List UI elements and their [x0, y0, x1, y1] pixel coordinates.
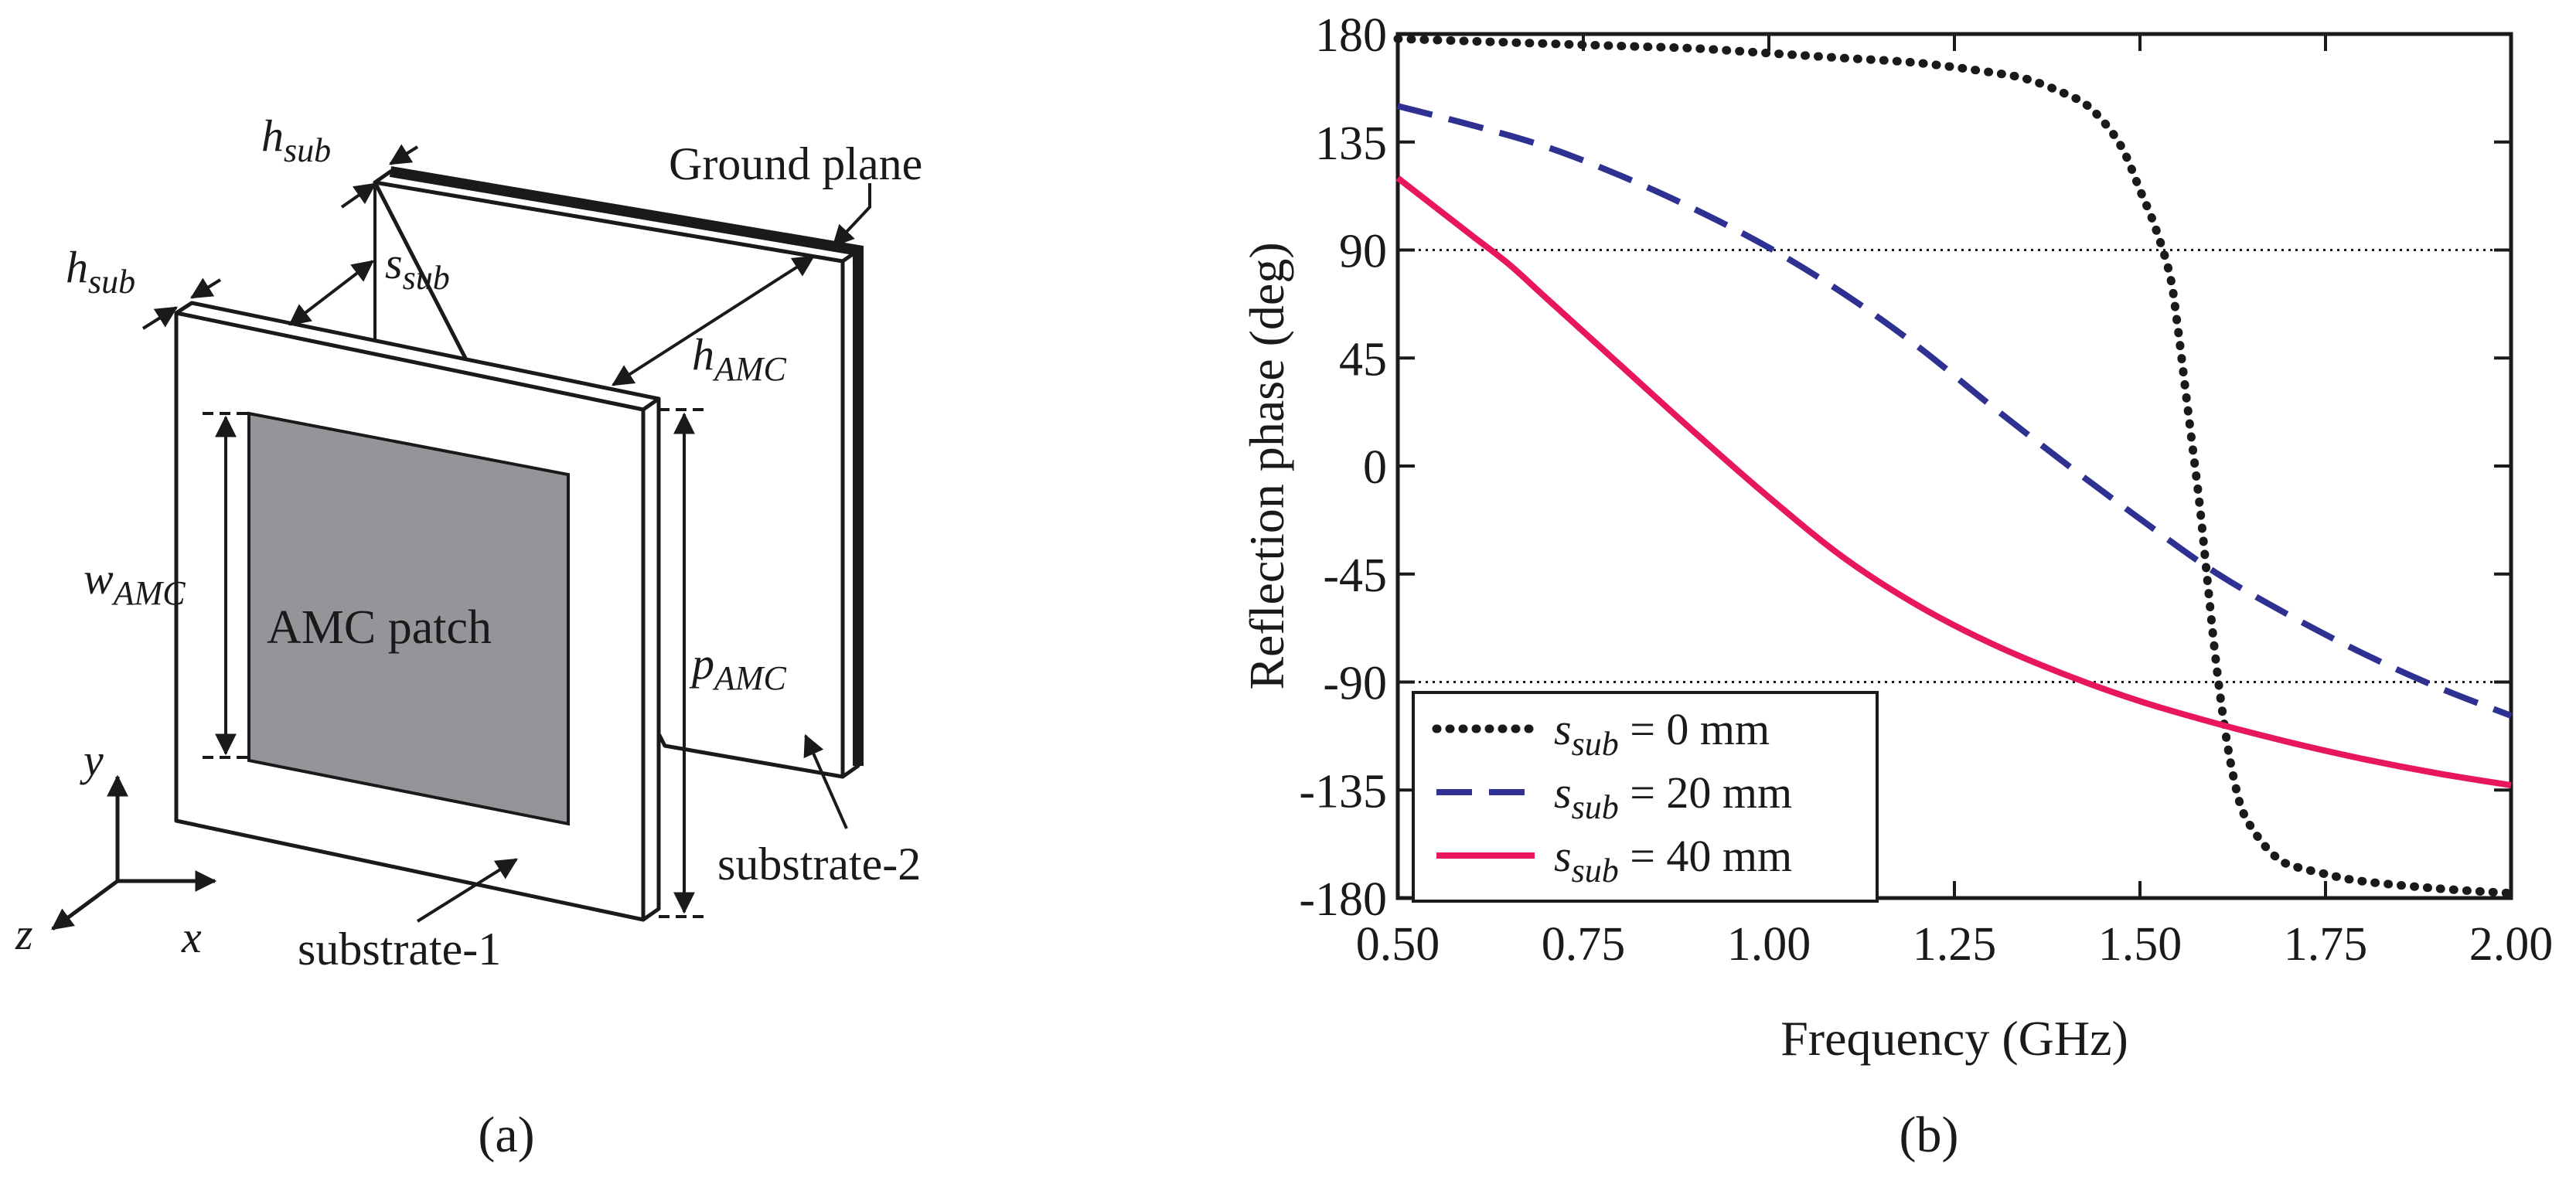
- amc-patch: [247, 411, 570, 826]
- legend-label-2: ssub = 40 mm: [1554, 831, 1792, 890]
- legend-label-0: ssub = 0 mm: [1554, 704, 1770, 763]
- axis-z-label: z: [15, 909, 33, 959]
- x-tick-labels: 0.50 0.75 1.00 1.25 1.50 1.75 2.00: [1356, 918, 2554, 971]
- ssub-label: ssub: [385, 238, 450, 297]
- caption-b: (b): [1900, 1107, 1959, 1163]
- y-tick-label: -135: [1299, 765, 1387, 818]
- hsub-left-label: hsub: [66, 242, 135, 301]
- y-tick-labels: 180 135 90 45 0 -45 -90 -135 -180: [1299, 9, 1387, 926]
- panel-b-chart: 180 135 90 45 0 -45 -90 -135 -180 0.50 0.75 1.00 1.…: [1239, 9, 2553, 1163]
- x-tick-label: 1.25: [1913, 918, 1997, 971]
- x-tick-label: 1.75: [2284, 918, 2368, 971]
- ssub-arrow: [288, 260, 374, 326]
- reference-lines: [1398, 249, 2511, 683]
- x-tick-label: 1.00: [1727, 918, 1811, 971]
- series-line-0: [1393, 34, 2516, 898]
- ground-plane-label: Ground plane: [669, 138, 922, 189]
- x-tick-label: 0.50: [1356, 918, 1440, 971]
- hsub-top-arrow: [340, 182, 377, 209]
- hamc-arrow: [612, 255, 815, 386]
- x-tick-label: 1.50: [2098, 918, 2182, 971]
- series-lines: [1393, 34, 2516, 898]
- y-tick-label: 90: [1339, 226, 1387, 278]
- y-tick-label: -45: [1323, 549, 1387, 602]
- y-tick-label: -90: [1323, 658, 1387, 710]
- series-line-2: [1395, 175, 2512, 788]
- axis-x-label: x: [181, 912, 202, 962]
- axis-z-arrow: [51, 879, 119, 931]
- amc-patch-label: AMC patch: [267, 601, 492, 654]
- y-tick-label: 45: [1339, 333, 1387, 386]
- substrate-2-label: substrate-2: [717, 839, 921, 890]
- ground-plane: [389, 166, 864, 766]
- caption-a: (a): [478, 1107, 534, 1163]
- y-axis-title: Reflection phase (deg): [1239, 242, 1294, 689]
- series-line-1: [1397, 103, 2513, 719]
- pamc-label: pAMC: [689, 638, 787, 697]
- y-tick-label: 0: [1363, 441, 1387, 494]
- y-tick-label: 135: [1315, 117, 1387, 170]
- hsub-left-arrow: [141, 306, 178, 330]
- coordinate-axes: [51, 774, 217, 931]
- x-axis-title: Frequency (GHz): [1780, 1011, 2128, 1066]
- x-tick-label: 2.00: [2469, 918, 2554, 971]
- hsub-top-label: hsub: [261, 111, 331, 169]
- axis-y-label: y: [80, 735, 104, 785]
- x-tick-label: 0.75: [1542, 918, 1626, 971]
- substrate-1-label: substrate-1: [298, 924, 501, 975]
- wamc-label: wAMC: [83, 553, 186, 612]
- panel-a-diagram: Ground plane AMC patch substrate-2 subst…: [15, 111, 922, 1163]
- legend-label-1: ssub = 20 mm: [1554, 767, 1792, 826]
- hamc-label: hAMC: [692, 329, 787, 388]
- y-tick-label: 180: [1315, 9, 1387, 62]
- tick-marks: [1396, 32, 2513, 900]
- y-tick-label: -180: [1299, 873, 1387, 926]
- dimension-lines: [141, 144, 871, 923]
